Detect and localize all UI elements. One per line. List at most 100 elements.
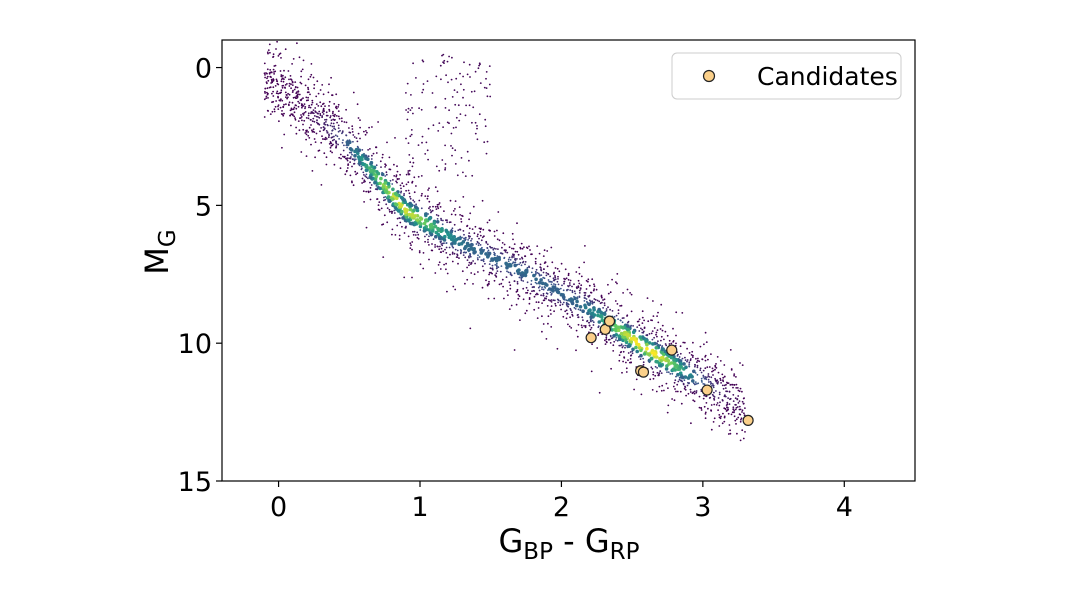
density-point bbox=[684, 356, 686, 359]
density-point bbox=[736, 432, 738, 435]
density-point bbox=[557, 299, 560, 302]
density-point bbox=[569, 279, 572, 282]
density-point bbox=[468, 104, 471, 107]
density-point bbox=[577, 286, 580, 289]
density-point bbox=[331, 129, 334, 132]
density-point bbox=[574, 308, 577, 310]
density-point bbox=[432, 238, 435, 241]
density-point bbox=[666, 371, 668, 373]
density-point bbox=[353, 158, 355, 161]
density-point bbox=[409, 161, 412, 164]
density-point bbox=[724, 408, 727, 410]
density-point bbox=[653, 327, 656, 329]
density-point bbox=[568, 282, 571, 284]
density-point bbox=[363, 130, 365, 133]
density-point bbox=[607, 292, 610, 295]
density-point bbox=[590, 320, 592, 322]
density-point bbox=[733, 411, 735, 414]
density-point bbox=[337, 103, 340, 106]
density-point bbox=[637, 345, 642, 350]
density-point bbox=[403, 194, 405, 197]
density-point bbox=[386, 207, 389, 210]
density-point bbox=[335, 105, 338, 108]
density-point bbox=[488, 271, 491, 274]
density-point bbox=[280, 74, 283, 76]
density-point bbox=[434, 106, 437, 109]
density-point bbox=[697, 357, 699, 360]
density-point bbox=[511, 232, 514, 235]
density-point bbox=[574, 303, 579, 308]
density-point bbox=[611, 310, 614, 312]
density-point bbox=[489, 245, 491, 248]
density-point bbox=[284, 48, 287, 51]
density-point bbox=[688, 363, 691, 365]
density-point bbox=[436, 205, 439, 208]
density-point bbox=[535, 293, 537, 296]
density-point bbox=[546, 292, 549, 295]
density-point bbox=[322, 93, 325, 96]
density-point bbox=[569, 284, 571, 287]
density-point bbox=[410, 94, 412, 96]
density-point bbox=[570, 327, 573, 329]
density-point bbox=[374, 174, 379, 179]
density-point bbox=[666, 358, 671, 363]
density-point bbox=[541, 288, 543, 290]
density-point bbox=[267, 49, 270, 51]
density-point bbox=[553, 299, 556, 302]
density-point bbox=[290, 113, 293, 116]
density-point bbox=[634, 339, 638, 344]
density-point bbox=[360, 168, 363, 171]
density-point bbox=[730, 368, 733, 370]
density-point bbox=[545, 274, 548, 277]
density-point bbox=[578, 305, 583, 309]
density-point bbox=[482, 228, 485, 231]
density-point bbox=[406, 82, 409, 85]
density-point bbox=[390, 197, 395, 201]
density-point bbox=[707, 373, 710, 375]
density-point bbox=[659, 359, 663, 363]
density-point bbox=[433, 224, 438, 229]
density-point bbox=[676, 383, 679, 386]
density-point bbox=[624, 344, 627, 347]
density-point bbox=[559, 300, 562, 302]
density-point bbox=[605, 340, 608, 343]
density-point bbox=[410, 129, 413, 131]
density-point bbox=[684, 359, 687, 361]
density-point bbox=[591, 319, 594, 322]
density-point bbox=[602, 307, 604, 309]
density-point bbox=[379, 176, 383, 181]
density-point bbox=[522, 280, 525, 282]
density-point bbox=[581, 316, 584, 319]
density-point bbox=[479, 248, 483, 252]
density-point bbox=[375, 164, 378, 167]
x-tick-label: 1 bbox=[411, 492, 428, 523]
density-point bbox=[405, 92, 407, 94]
density-point bbox=[421, 141, 423, 144]
density-point bbox=[288, 104, 290, 107]
density-point bbox=[602, 311, 607, 316]
density-point bbox=[582, 319, 584, 321]
density-point bbox=[300, 114, 302, 116]
density-point bbox=[591, 278, 594, 281]
density-point bbox=[500, 282, 503, 285]
density-point bbox=[612, 334, 616, 338]
density-point bbox=[282, 105, 285, 108]
density-point bbox=[545, 338, 548, 340]
density-point bbox=[703, 394, 706, 397]
density-point bbox=[315, 103, 318, 105]
density-point bbox=[407, 170, 410, 172]
density-point bbox=[325, 163, 328, 166]
density-point bbox=[406, 219, 411, 223]
density-point bbox=[729, 429, 731, 432]
density-point bbox=[534, 270, 537, 273]
density-point bbox=[304, 107, 306, 110]
density-point bbox=[291, 63, 293, 65]
density-point bbox=[655, 390, 658, 393]
density-point bbox=[495, 262, 498, 265]
density-point bbox=[275, 100, 277, 102]
density-point bbox=[486, 221, 489, 224]
density-point bbox=[729, 349, 732, 351]
density-point bbox=[478, 64, 480, 67]
density-point bbox=[403, 193, 405, 195]
